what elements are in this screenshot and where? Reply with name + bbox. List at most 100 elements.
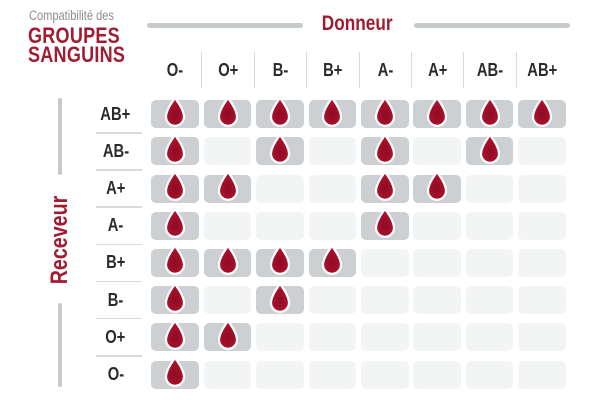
blood-drop-icon xyxy=(322,245,343,276)
donor-col-header-text: O+ xyxy=(218,59,239,80)
incompatible-cell-bg xyxy=(256,211,304,240)
receiver-row-label: AB+ xyxy=(87,104,144,125)
compat-cell xyxy=(463,174,515,203)
incompatible-cell-bg xyxy=(203,137,252,166)
donor-col-header: AB+ xyxy=(515,52,568,88)
incompatible-cell-bg xyxy=(465,174,514,203)
receiver-row-label: O+ xyxy=(87,327,144,348)
compat-cell xyxy=(463,248,515,277)
matrix-row: O- xyxy=(92,355,568,393)
blood-drop-icon xyxy=(427,170,448,201)
compat-cell xyxy=(516,96,568,129)
compat-cell xyxy=(149,208,201,240)
blood-drop-icon xyxy=(165,245,186,276)
compat-cell xyxy=(306,323,358,352)
incompatible-cell-bg xyxy=(256,174,304,203)
donor-axis-label: Donneur xyxy=(307,12,407,36)
compat-cell xyxy=(411,211,463,240)
compat-cell xyxy=(463,96,515,129)
receiver-axis-label-text: Receveur xyxy=(46,195,73,285)
incompatible-cell-bg xyxy=(360,360,409,389)
matrix-row: AB- xyxy=(92,132,568,170)
compat-cell xyxy=(201,211,253,240)
receiver-row-label-text: A- xyxy=(107,215,124,236)
receiver-row-label-text: AB+ xyxy=(100,103,131,124)
receiver-row-label: AB- xyxy=(87,141,144,162)
donor-col-header: O- xyxy=(149,52,201,88)
compat-cell xyxy=(516,248,568,277)
compat-cell xyxy=(411,360,463,389)
blood-drop-icon xyxy=(322,96,343,127)
compat-cell xyxy=(201,170,253,203)
matrix-row: A+ xyxy=(92,169,568,207)
compat-cell xyxy=(254,174,306,203)
title-line-1: GROUPES xyxy=(28,23,120,48)
incompatible-cell-bg xyxy=(518,174,566,203)
compat-cell xyxy=(463,211,515,240)
incompatible-cell-bg xyxy=(360,323,409,352)
incompatible-cell-bg xyxy=(203,360,252,389)
donor-axis-rule-left xyxy=(147,23,303,28)
compat-cell xyxy=(306,211,358,240)
incompatible-cell-bg xyxy=(203,286,252,315)
blood-drop-icon xyxy=(165,133,186,164)
compat-cell xyxy=(411,248,463,277)
incompatible-cell-bg xyxy=(203,211,252,240)
incompatible-cell-bg xyxy=(413,286,461,315)
matrix-row: O+ xyxy=(92,317,568,356)
compat-cell xyxy=(149,96,201,129)
receiver-row-label: B- xyxy=(87,290,144,311)
donor-col-header: A- xyxy=(358,52,411,88)
blood-drop-icon xyxy=(374,208,395,239)
compat-cell xyxy=(306,137,358,166)
receiver-row-label-text: O+ xyxy=(105,326,126,347)
donor-axis-label-text: Donneur xyxy=(321,12,393,35)
incompatible-cell-bg xyxy=(308,211,357,240)
blood-drop-icon xyxy=(531,96,553,127)
incompatible-cell-bg xyxy=(465,286,514,315)
blood-drop-icon xyxy=(217,96,238,127)
receiver-row-label: B+ xyxy=(87,252,144,273)
compat-cell xyxy=(516,211,568,240)
compat-cell xyxy=(359,133,411,166)
blood-drop-icon xyxy=(165,208,186,239)
title-eyebrow-text: Compatibilité des xyxy=(29,8,114,23)
blood-drop-icon xyxy=(165,319,186,350)
incompatible-cell-bg xyxy=(413,323,461,352)
blood-drop-icon xyxy=(217,319,238,350)
donor-col-header-text: AB- xyxy=(476,59,504,80)
compat-cell xyxy=(201,137,253,166)
compat-cell xyxy=(254,245,306,277)
blood-drop-icon xyxy=(165,170,186,201)
compat-cell xyxy=(201,245,253,277)
compat-cell xyxy=(516,323,568,352)
compat-cell xyxy=(306,96,358,129)
compat-cell xyxy=(201,319,253,352)
compat-cell xyxy=(149,133,201,166)
compat-cell xyxy=(411,323,463,352)
compat-cell xyxy=(411,96,463,129)
incompatible-cell-bg xyxy=(308,323,357,352)
compat-cell xyxy=(254,133,306,166)
compat-cell xyxy=(463,323,515,352)
compat-cell xyxy=(359,208,411,240)
compat-cell xyxy=(359,360,411,389)
receiver-row-label-text: A+ xyxy=(105,178,126,199)
donor-column-headers: O- O+ B- B+ A- A+ AB- AB+ xyxy=(149,52,569,88)
incompatible-cell-bg xyxy=(360,286,409,315)
blood-drop-icon xyxy=(165,356,186,387)
incompatible-cell-bg xyxy=(308,286,357,315)
incompatible-cell-bg xyxy=(413,248,461,277)
blood-drop-icon xyxy=(374,170,395,201)
blood-drop-icon xyxy=(427,96,448,127)
incompatible-cell-bg xyxy=(413,360,461,389)
incompatible-cell-bg xyxy=(308,137,357,166)
compat-cell xyxy=(411,170,463,203)
compat-cell xyxy=(149,245,201,277)
blood-drop-icon xyxy=(479,133,500,164)
blood-drop-icon xyxy=(165,282,186,313)
title-line-2: SANGUINS xyxy=(28,42,126,67)
compat-cell xyxy=(411,137,463,166)
compat-cell xyxy=(359,323,411,352)
compat-cell xyxy=(463,360,515,389)
